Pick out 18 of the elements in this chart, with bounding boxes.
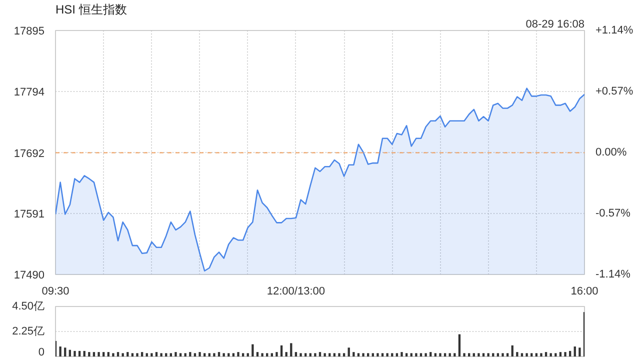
y-tick-label: 17895 [14, 26, 45, 38]
y-tick-label: 2.25亿 [12, 326, 45, 338]
y-tick-label: 17490 [14, 270, 45, 282]
y-tick-label: 4.50亿 [12, 300, 45, 312]
y-tick-label: 17692 [14, 148, 45, 160]
y2-tick-label: +0.57% [596, 86, 634, 98]
y-tick-label: 17591 [14, 208, 45, 221]
chart-title: HSI 恒生指数 [56, 2, 127, 16]
y2-tick-label: -0.57% [596, 208, 631, 220]
text: 08-29 16:08 [526, 18, 584, 30]
y-tick-label: 0 [38, 346, 45, 358]
y2-tick-label: +1.14% [596, 24, 634, 36]
y2-tick-label: 0.00% [596, 146, 627, 158]
x-tick-label: 12:00/13:00 [266, 286, 326, 298]
x-tick-label: 16:00 [570, 286, 598, 298]
y-tick-label: 17794 [14, 86, 45, 98]
x-tick-label: 09:30 [42, 286, 70, 298]
y2-tick-label: -1.14% [596, 268, 631, 280]
